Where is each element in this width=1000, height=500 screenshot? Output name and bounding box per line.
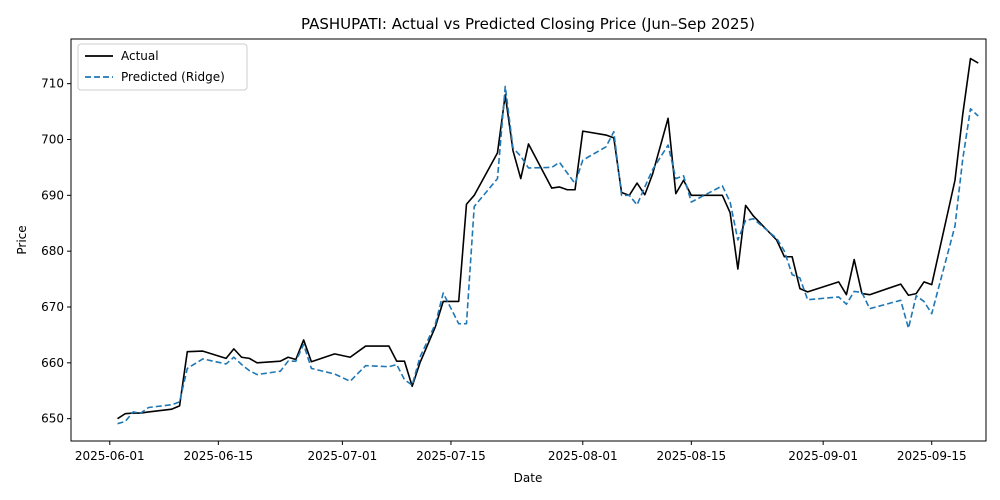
y-axis: 650 660 670 680 690 700 710	[41, 77, 71, 426]
x-tick-label: 2025-08-15	[656, 449, 726, 463]
y-tick-label: 670	[41, 300, 64, 314]
x-tick-label: 2025-09-15	[897, 449, 967, 463]
x-tick-label: 2025-07-15	[416, 449, 486, 463]
x-tick-label: 2025-08-01	[548, 449, 618, 463]
plot-frame	[70, 38, 987, 442]
chart-title: PASHUPATI: Actual vs Predicted Closing P…	[301, 15, 755, 33]
legend-label-actual: Actual	[121, 49, 159, 63]
series-line-predicted	[117, 85, 979, 425]
series-layer	[117, 57, 979, 425]
x-axis: 2025-06-01 2025-06-15 2025-07-01 2025-07-15…	[75, 441, 967, 463]
y-tick-label: 710	[41, 77, 64, 91]
x-tick-label: 2025-06-15	[183, 449, 253, 463]
y-tick-label: 680	[41, 244, 64, 258]
x-tick-label: 2025-09-01	[788, 449, 858, 463]
legend-box	[77, 43, 248, 91]
x-tick-label: 2025-06-01	[75, 449, 145, 463]
y-tick-label: 700	[41, 133, 64, 147]
legend: Actual Predicted (Ridge)	[77, 43, 248, 91]
y-tick-label: 690	[41, 188, 64, 202]
y-tick-label: 660	[41, 356, 64, 370]
y-tick-label: 650	[41, 412, 64, 426]
x-axis-title: Date	[514, 471, 543, 485]
x-tick-label: 2025-07-01	[308, 449, 378, 463]
y-axis-title: Price	[15, 225, 29, 254]
legend-label-predicted: Predicted (Ridge)	[121, 70, 225, 84]
series-line-actual	[117, 57, 979, 420]
